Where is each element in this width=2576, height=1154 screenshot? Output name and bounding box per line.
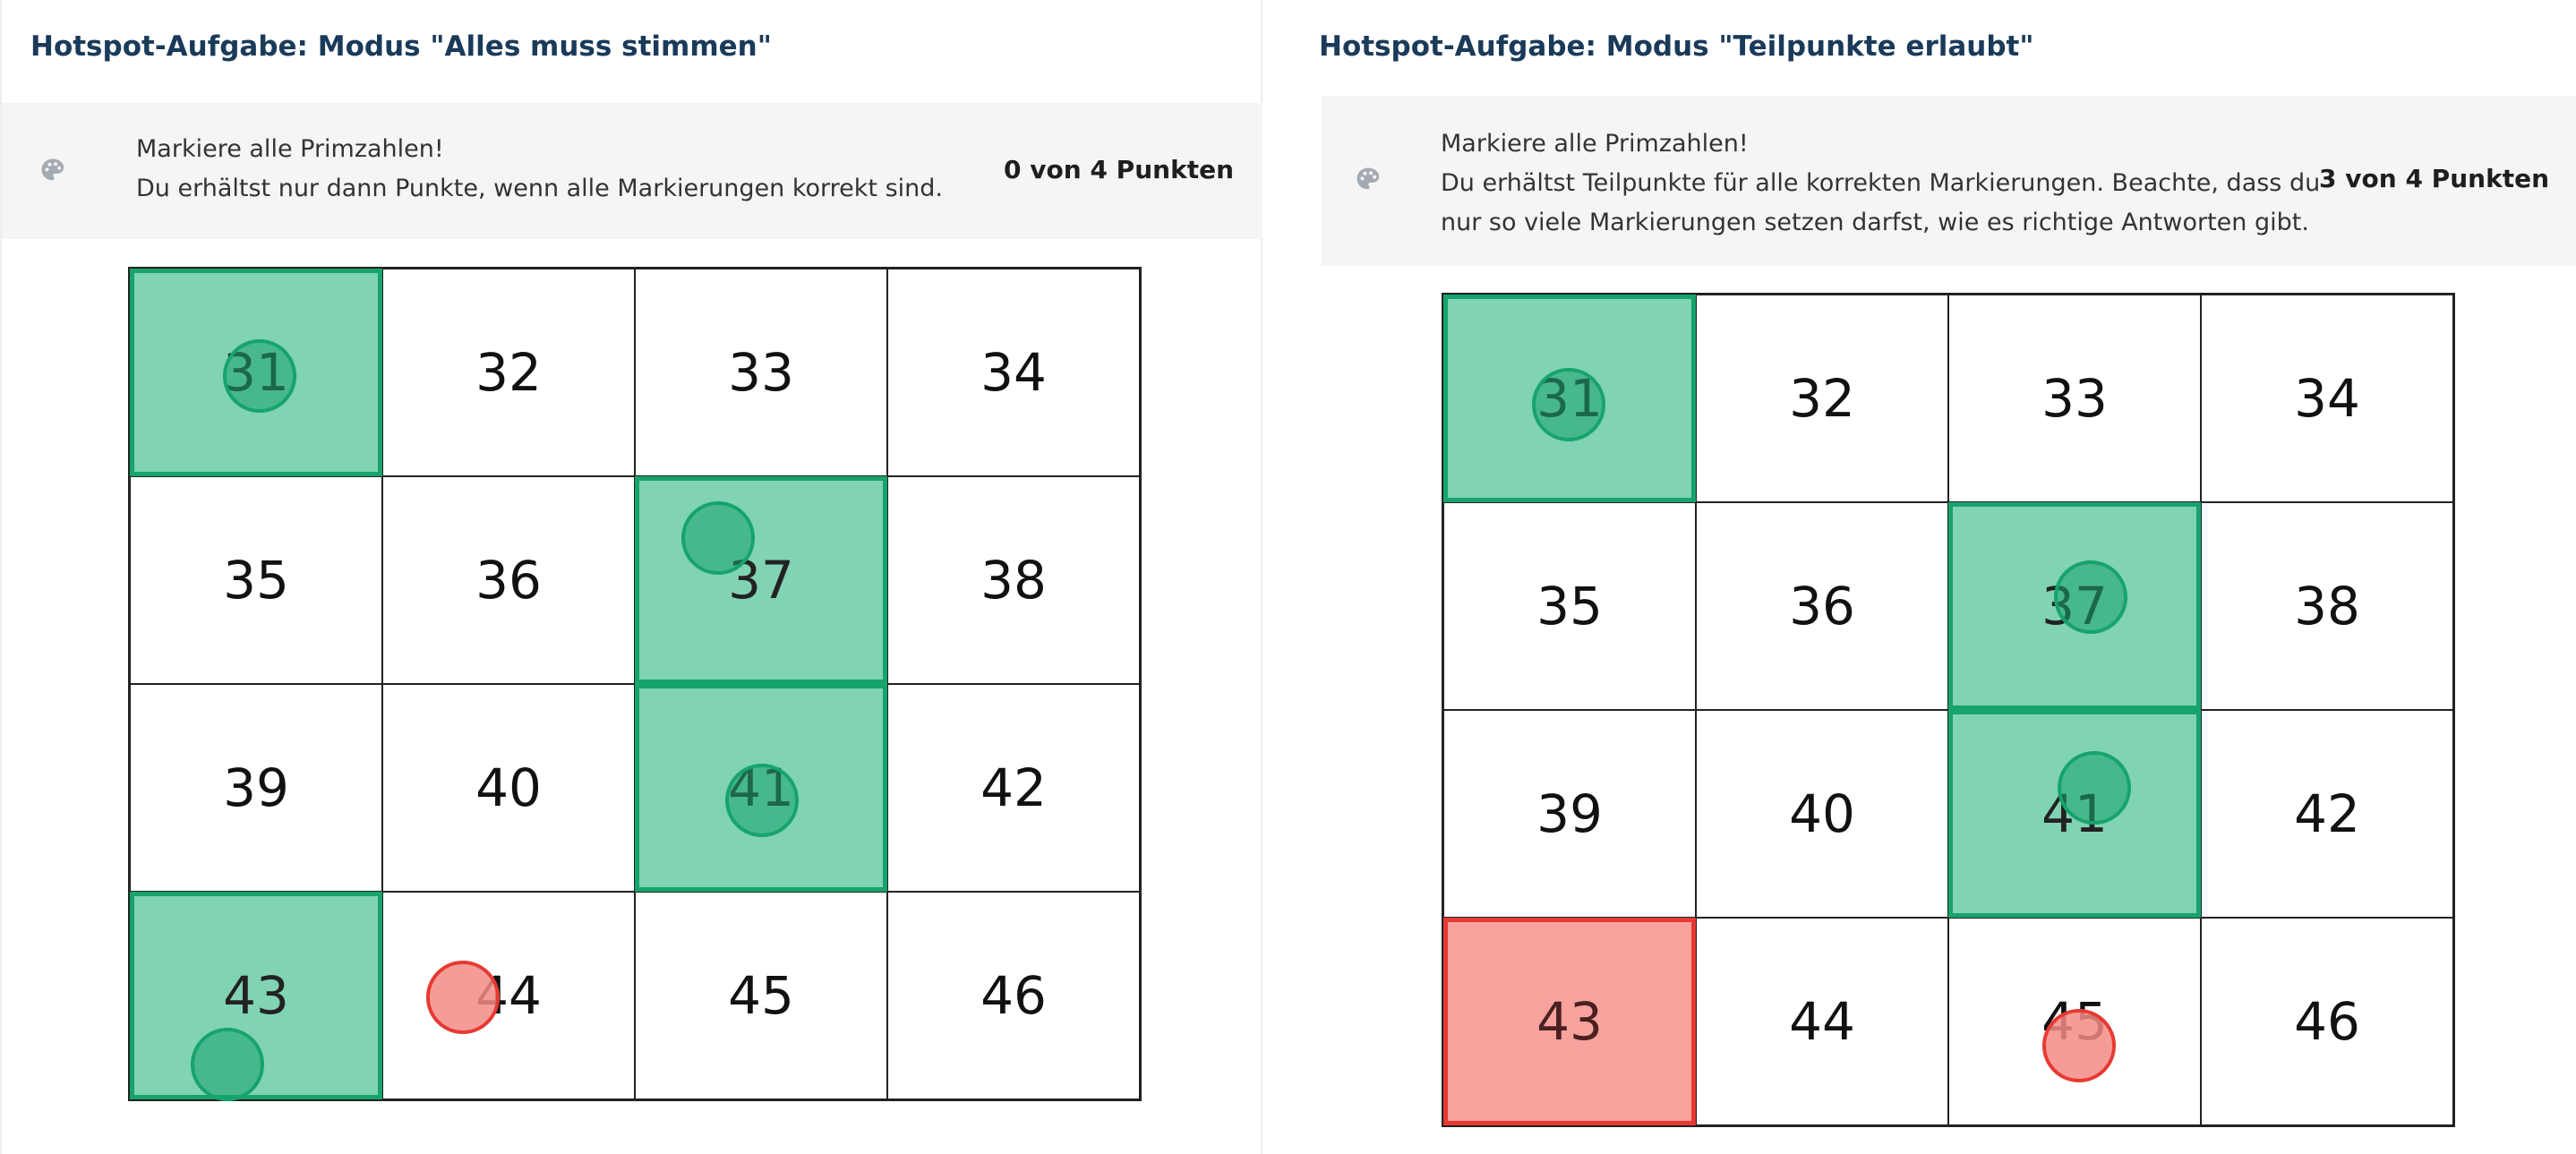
hotspot-marker-correct[interactable] — [681, 501, 755, 575]
hotspot-marker-wrong[interactable] — [2042, 1009, 2116, 1082]
grid-cell[interactable]: 33 — [1948, 295, 2201, 502]
instruction-line: Du erhältst nur dann Punkte, wenn alle M… — [136, 175, 943, 202]
grid-cell[interactable]: 43 — [1443, 918, 1696, 1125]
grid-cell[interactable]: 42 — [887, 684, 1140, 892]
grid-cell[interactable]: 35 — [130, 476, 382, 684]
instruction-text: Markiere alle Primzahlen! Du erhältst Te… — [1441, 124, 2320, 243]
grid-cell[interactable]: 39 — [1443, 710, 1696, 918]
instruction-line: Markiere alle Primzahlen! — [136, 135, 444, 163]
instruction-box: Markiere alle Primzahlen! Du erhältst Te… — [1322, 96, 2576, 266]
grid-cell[interactable]: 35 — [1443, 502, 1696, 710]
hotspot-panel-partial-credit: Hotspot-Aufgabe: Modus "Teilpunkte erlau… — [1263, 0, 2576, 1154]
grid-cell[interactable]: 42 — [2201, 710, 2453, 918]
score-label: 3 von 4 Punkten — [2319, 164, 2549, 193]
instruction-line: Markiere alle Primzahlen! — [1441, 130, 1749, 158]
hotspot-marker-wrong[interactable] — [426, 961, 500, 1034]
hotspot-marker-correct[interactable] — [2054, 560, 2127, 634]
grid-cell[interactable]: 37 — [635, 476, 887, 684]
hotspot-marker-correct[interactable] — [191, 1028, 264, 1101]
hotspot-panel-all-or-nothing: Hotspot-Aufgabe: Modus "Alles muss stimm… — [0, 0, 1262, 1154]
grid-cell[interactable]: 44 — [1696, 918, 1948, 1125]
panel-title: Hotspot-Aufgabe: Modus "Alles muss stimm… — [30, 30, 772, 63]
grid-cell[interactable]: 46 — [2201, 918, 2453, 1125]
grid-cell[interactable]: 37 — [1948, 502, 2201, 710]
instruction-line: Du erhältst Teilpunkte für alle korrekte… — [1441, 169, 2321, 197]
instruction-box: Markiere alle Primzahlen! Du erhältst nu… — [2, 103, 1262, 239]
grid-cell[interactable]: 36 — [1696, 502, 1948, 710]
hotspot-marker-correct[interactable] — [1532, 368, 1605, 441]
grid-cell[interactable]: 36 — [382, 476, 635, 684]
grid-cell[interactable]: 38 — [2201, 502, 2453, 710]
grid-cell[interactable]: 40 — [1696, 710, 1948, 918]
grid-cell[interactable]: 33 — [635, 269, 887, 476]
score-label: 0 von 4 Punkten — [1004, 155, 1234, 184]
palette-icon — [41, 158, 64, 181]
panel-title: Hotspot-Aufgabe: Modus "Teilpunkte erlau… — [1319, 30, 2034, 63]
grid-cell[interactable]: 34 — [887, 269, 1140, 476]
hotspot-image-grid[interactable]: 31 32 33 34 35 36 37 38 39 40 41 42 43 4… — [128, 267, 1142, 1101]
instruction-text: Markiere alle Primzahlen! Du erhältst nu… — [136, 130, 943, 209]
instruction-line: nur so viele Markierungen setzen darfst,… — [1441, 209, 2309, 236]
hotspot-marker-correct[interactable] — [223, 339, 296, 413]
grid-cell[interactable]: 40 — [382, 684, 635, 892]
grid-cell[interactable]: 32 — [382, 269, 635, 476]
grid-cell[interactable]: 41 — [635, 684, 887, 892]
grid-cell[interactable]: 39 — [130, 684, 382, 892]
grid-cell[interactable]: 32 — [1696, 295, 1948, 502]
grid-cell[interactable]: 38 — [887, 476, 1140, 684]
grid-cell[interactable]: 45 — [635, 892, 887, 1099]
grid-cell[interactable]: 44 — [382, 892, 635, 1099]
grid-cell[interactable]: 46 — [887, 892, 1140, 1099]
hotspot-marker-correct[interactable] — [725, 764, 799, 837]
hotspot-marker-correct[interactable] — [2058, 751, 2131, 825]
palette-icon — [1356, 167, 1380, 190]
grid-cell[interactable]: 34 — [2201, 295, 2453, 502]
